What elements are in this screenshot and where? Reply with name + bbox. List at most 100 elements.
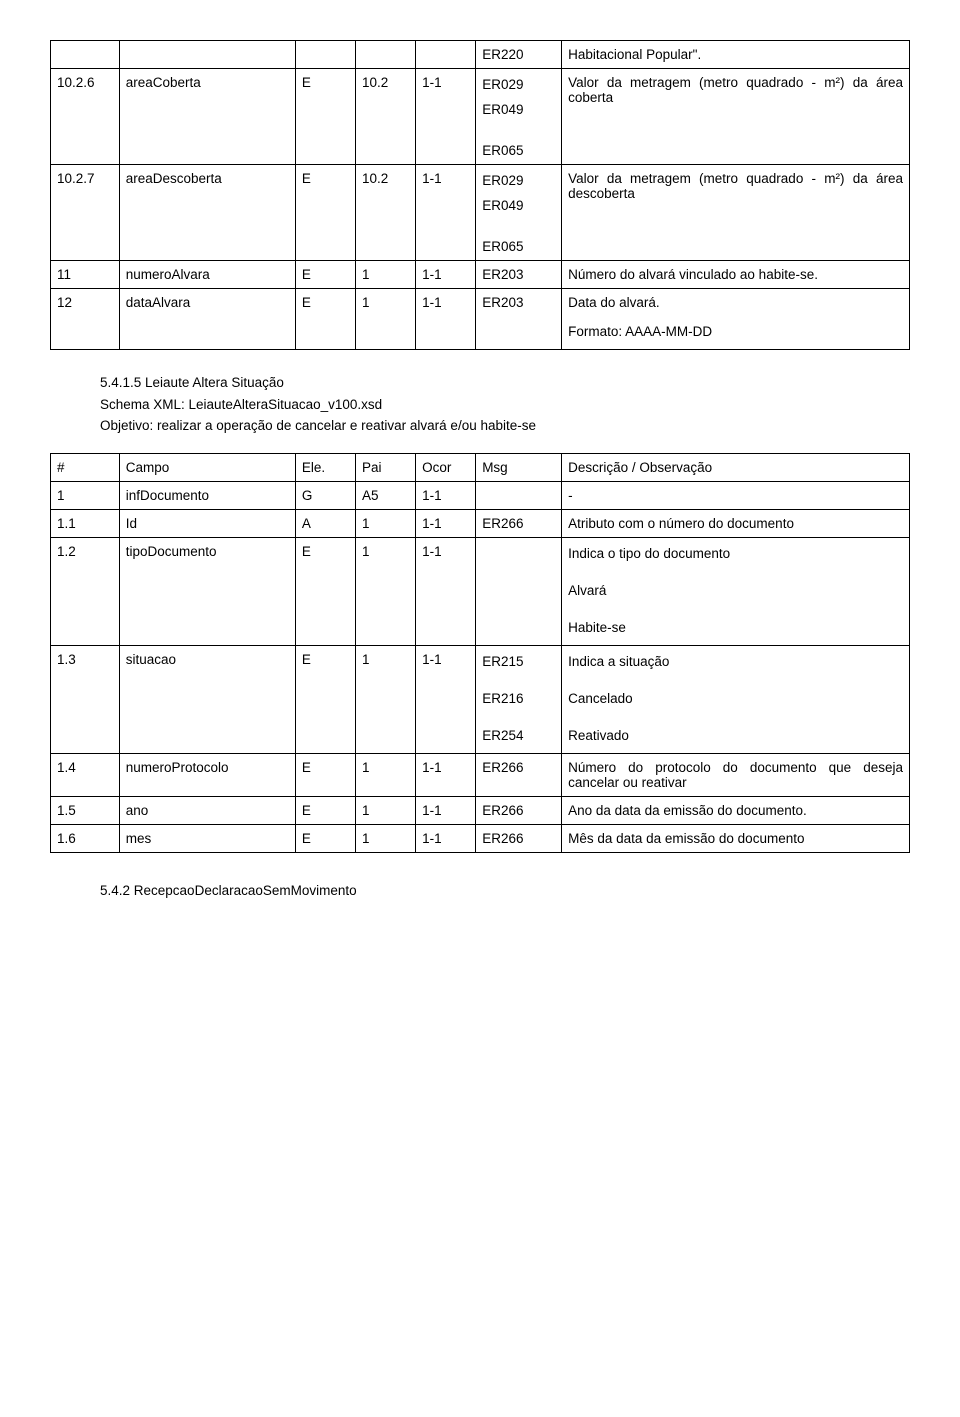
- section-schema: Schema XML: LeiauteAlteraSituacao_v100.x…: [100, 394, 910, 416]
- cell: tipoDocumento: [119, 537, 295, 645]
- cell: Indica a situação Cancelado Reativado: [562, 645, 910, 753]
- cell: [355, 41, 415, 69]
- table-row: 11 numeroAlvara E 1 1-1 ER203 Número do …: [51, 261, 910, 289]
- cell: 12: [51, 289, 120, 350]
- cell-text: ER029: [482, 171, 555, 188]
- cell-text: ER065: [482, 213, 555, 254]
- cell: 1: [355, 796, 415, 824]
- col-header: #: [51, 453, 120, 481]
- cell-text: Habite-se: [568, 598, 903, 639]
- cell: A5: [355, 481, 415, 509]
- cell-text: ER029: [482, 75, 555, 92]
- cell: Valor da metragem (metro quadrado - m²) …: [562, 69, 910, 165]
- cell: 10.2.7: [51, 165, 120, 261]
- col-header: Ocor: [416, 453, 476, 481]
- cell-text: ER049: [482, 188, 555, 213]
- cell: 1-1: [416, 289, 476, 350]
- cell: ER266: [476, 796, 562, 824]
- cell: 1: [51, 481, 120, 509]
- cell: Atributo com o número do documento: [562, 509, 910, 537]
- cell: 1: [355, 824, 415, 852]
- cell: areaCoberta: [119, 69, 295, 165]
- cell: 1.2: [51, 537, 120, 645]
- cell: ER029 ER049 ER065: [476, 69, 562, 165]
- cell-text: ER049: [482, 92, 555, 117]
- cell-text: Formato: AAAA-MM-DD: [568, 310, 903, 343]
- cell-text: Indica a situação: [568, 652, 903, 669]
- cell: 1-1: [416, 69, 476, 165]
- cell-text: Cancelado: [568, 669, 903, 706]
- cell: ano: [119, 796, 295, 824]
- table-row: ER220 Habitacional Popular".: [51, 41, 910, 69]
- cell: Mês da data da emissão do documento: [562, 824, 910, 852]
- cell: Id: [119, 509, 295, 537]
- cell: E: [295, 824, 355, 852]
- cell: 1.5: [51, 796, 120, 824]
- cell: ER203: [476, 261, 562, 289]
- table-row: 1.5 ano E 1 1-1 ER266 Ano da data da emi…: [51, 796, 910, 824]
- table-row: 1.6 mes E 1 1-1 ER266 Mês da data da emi…: [51, 824, 910, 852]
- schema-table-area: ER220 Habitacional Popular". 10.2.6 area…: [50, 40, 910, 350]
- cell: 1.1: [51, 509, 120, 537]
- cell-text: ER216: [482, 669, 555, 706]
- cell: mes: [119, 824, 295, 852]
- cell-text: ER254: [482, 706, 555, 743]
- cell: E: [295, 753, 355, 796]
- cell: E: [295, 261, 355, 289]
- cell: Ano da data da emissão do documento.: [562, 796, 910, 824]
- cell: 1-1: [416, 261, 476, 289]
- table-row: 1.3 situacao E 1 1-1 ER215 ER216 ER254 I…: [51, 645, 910, 753]
- col-header: Campo: [119, 453, 295, 481]
- section-title: 5.4.1.5 Leiaute Altera Situação: [100, 372, 910, 394]
- cell: 1: [355, 753, 415, 796]
- cell: 1-1: [416, 753, 476, 796]
- cell-text: Data do alvará.: [568, 295, 660, 310]
- table-row: 1.2 tipoDocumento E 1 1-1 Indica o tipo …: [51, 537, 910, 645]
- cell: 1: [355, 261, 415, 289]
- cell: situacao: [119, 645, 295, 753]
- cell: dataAlvara: [119, 289, 295, 350]
- cell: E: [295, 69, 355, 165]
- cell: 10.2: [355, 165, 415, 261]
- col-header: Descrição / Observação: [562, 453, 910, 481]
- cell: Número do protocolo do documento que des…: [562, 753, 910, 796]
- cell: Valor da metragem (metro quadrado - m²) …: [562, 165, 910, 261]
- cell: 1: [355, 645, 415, 753]
- table-row: 12 dataAlvara E 1 1-1 ER203 Data do alva…: [51, 289, 910, 350]
- cell: ER215 ER216 ER254: [476, 645, 562, 753]
- cell: ER266: [476, 509, 562, 537]
- cell-text: ER065: [482, 117, 555, 158]
- cell: 1-1: [416, 537, 476, 645]
- cell: ER029 ER049 ER065: [476, 165, 562, 261]
- cell: E: [295, 796, 355, 824]
- cell: Data do alvará. Formato: AAAA-MM-DD: [562, 289, 910, 350]
- cell: E: [295, 645, 355, 753]
- cell: [51, 41, 120, 69]
- section-leiaute-altera-situacao: 5.4.1.5 Leiaute Altera Situação Schema X…: [100, 372, 910, 437]
- cell: 11: [51, 261, 120, 289]
- table-row: 1.4 numeroProtocolo E 1 1-1 ER266 Número…: [51, 753, 910, 796]
- table-row: 10.2.6 areaCoberta E 10.2 1-1 ER029 ER04…: [51, 69, 910, 165]
- cell: E: [295, 289, 355, 350]
- cell: E: [295, 165, 355, 261]
- col-header: Ele.: [295, 453, 355, 481]
- cell: -: [562, 481, 910, 509]
- section-recepcao-declaracao: 5.4.2 RecepcaoDeclaracaoSemMovimento: [100, 883, 910, 898]
- cell: ER266: [476, 753, 562, 796]
- table-row: 1.1 Id A 1 1-1 ER266 Atributo com o núme…: [51, 509, 910, 537]
- cell: 1-1: [416, 824, 476, 852]
- cell: 1.6: [51, 824, 120, 852]
- cell: Número do alvará vinculado ao habite-se.: [562, 261, 910, 289]
- table-header-row: # Campo Ele. Pai Ocor Msg Descrição / Ob…: [51, 453, 910, 481]
- cell: A: [295, 509, 355, 537]
- cell: 1-1: [416, 645, 476, 753]
- cell: [295, 41, 355, 69]
- cell: areaDescoberta: [119, 165, 295, 261]
- cell: [119, 41, 295, 69]
- cell-text: Reativado: [568, 706, 903, 747]
- table-row: 10.2.7 areaDescoberta E 10.2 1-1 ER029 E…: [51, 165, 910, 261]
- col-header: Msg: [476, 453, 562, 481]
- cell: 10.2.6: [51, 69, 120, 165]
- cell: infDocumento: [119, 481, 295, 509]
- cell: ER203: [476, 289, 562, 350]
